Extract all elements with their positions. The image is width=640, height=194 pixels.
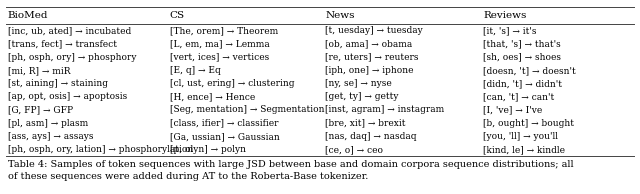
Text: [ce, o] → ceo: [ce, o] → ceo (325, 145, 383, 154)
Text: [ap, opt, osis] → apoptosis: [ap, opt, osis] → apoptosis (8, 92, 127, 101)
Text: [re, uters] → reuters: [re, uters] → reuters (325, 53, 419, 62)
Text: [it, 's] → it's: [it, 's] → it's (483, 26, 537, 35)
Text: [that, 's] → that's: [that, 's] → that's (483, 40, 561, 48)
Text: [st, aining] → staining: [st, aining] → staining (8, 79, 108, 88)
Text: [doesn, 't] → doesn't: [doesn, 't] → doesn't (483, 66, 576, 75)
Text: [b, ought] → bought: [b, ought] → bought (483, 119, 574, 128)
Text: [vert, ices] → vertices: [vert, ices] → vertices (170, 53, 269, 62)
Text: BioMed: BioMed (8, 11, 48, 20)
Text: [you, 'll] → you'll: [you, 'll] → you'll (483, 132, 558, 141)
Text: [H, ence] → Hence: [H, ence] → Hence (170, 92, 255, 101)
Text: [ph, osph, ory] → phosphory: [ph, osph, ory] → phosphory (8, 53, 136, 62)
Text: [can, 't] → can't: [can, 't] → can't (483, 92, 554, 101)
Text: [p, olyn] → polyn: [p, olyn] → polyn (170, 145, 246, 154)
Text: [cl, ust, ering] → clustering: [cl, ust, ering] → clustering (170, 79, 294, 88)
Text: [trans, fect] → transfect: [trans, fect] → transfect (8, 40, 116, 48)
Text: [L, em, ma] → Lemma: [L, em, ma] → Lemma (170, 40, 269, 48)
Text: [t, uesday] → tuesday: [t, uesday] → tuesday (325, 26, 423, 35)
Text: [sh, oes] → shoes: [sh, oes] → shoes (483, 53, 561, 62)
Text: [I, 've] → I've: [I, 've] → I've (483, 106, 543, 114)
Text: [inst, agram] → instagram: [inst, agram] → instagram (325, 106, 444, 114)
Text: [ass, ays] → assays: [ass, ays] → assays (8, 132, 93, 141)
Text: [bre, xit] → brexit: [bre, xit] → brexit (325, 119, 406, 128)
Text: [class, ifier] → classifier: [class, ifier] → classifier (170, 119, 278, 128)
Text: [mi, R] → miR: [mi, R] → miR (8, 66, 70, 75)
Text: [ph, osph, ory, lation] → phosphorylation: [ph, osph, ory, lation] → phosphorylatio… (8, 145, 193, 154)
Text: [Seg, mentation] → Segmentation: [Seg, mentation] → Segmentation (170, 106, 324, 114)
Text: [pl, asm] → plasm: [pl, asm] → plasm (8, 119, 88, 128)
Text: [E, q] → Eq: [E, q] → Eq (170, 66, 220, 75)
Text: [ny, se] → nyse: [ny, se] → nyse (325, 79, 392, 88)
Text: CS: CS (170, 11, 185, 20)
Text: [get, ty] → getty: [get, ty] → getty (325, 92, 399, 101)
Text: [inc, ub, ated] → incubated: [inc, ub, ated] → incubated (8, 26, 131, 35)
Text: [kind, le] → kindle: [kind, le] → kindle (483, 145, 565, 154)
Text: [didn, 't] → didn't: [didn, 't] → didn't (483, 79, 562, 88)
Text: Reviews: Reviews (483, 11, 527, 20)
Text: [G, FP] → GFP: [G, FP] → GFP (8, 106, 73, 114)
Text: [iph, one] → iphone: [iph, one] → iphone (325, 66, 413, 75)
Text: Table 4: Samples of token sequences with large JSD between base and domain corpo: Table 4: Samples of token sequences with… (8, 160, 573, 181)
Text: [The, orem] → Theorem: [The, orem] → Theorem (170, 26, 278, 35)
Text: [Ga, ussian] → Gaussian: [Ga, ussian] → Gaussian (170, 132, 279, 141)
Text: News: News (325, 11, 355, 20)
Text: [nas, daq] → nasdaq: [nas, daq] → nasdaq (325, 132, 417, 141)
Text: [ob, ama] → obama: [ob, ama] → obama (325, 40, 412, 48)
